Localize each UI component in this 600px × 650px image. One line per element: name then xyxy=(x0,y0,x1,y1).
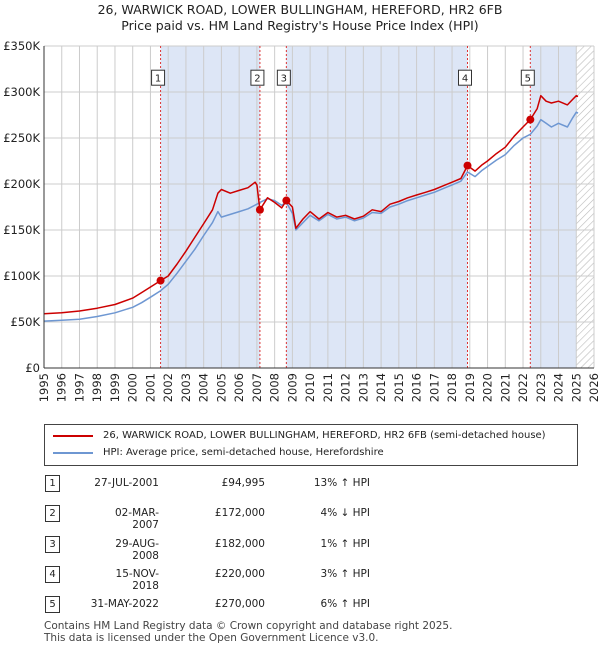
chart-title: 26, WARWICK ROAD, LOWER BULLINGHAM, HERE… xyxy=(97,2,503,17)
transaction-number: 1 xyxy=(45,475,60,492)
legend-swatch-hpi xyxy=(53,452,93,454)
x-tick-label: 2025 xyxy=(569,373,583,402)
transaction-number: 2 xyxy=(45,505,60,522)
sale-label-box xyxy=(250,69,265,86)
x-tick-label: 2013 xyxy=(356,373,370,402)
transaction-row: 3 29-AUG-2008 £182,000 1% ↑ HPI xyxy=(45,536,545,562)
transaction-date: 15-NOV-2018 xyxy=(115,568,159,592)
transaction-row: 5 31-MAY-2022 £270,000 6% ↑ HPI xyxy=(45,596,545,614)
series-line-hpi xyxy=(43,111,579,322)
transaction-number: 3 xyxy=(45,536,60,553)
x-tick-label: 2026 xyxy=(587,373,600,402)
x-tick-label: 2021 xyxy=(498,373,512,402)
y-tick-label: £100K xyxy=(3,269,40,283)
transaction-row: 2 02-MAR-2007 £172,000 4% ↓ HPI xyxy=(45,505,545,531)
x-tick-label: 2006 xyxy=(232,373,246,402)
x-tick-label: 2001 xyxy=(143,373,157,402)
transaction-number: 5 xyxy=(45,596,60,613)
x-tick-label: 2016 xyxy=(410,373,424,402)
sale-period-shade xyxy=(160,46,260,368)
legend-label-hpi: HPI: Average price, semi-detached house,… xyxy=(103,447,384,458)
sale-label-box xyxy=(458,69,472,86)
transaction-hpi-diff: 6% ↑ HPI xyxy=(320,598,370,610)
y-tick-label: £50K xyxy=(11,315,41,329)
sale-label: 3 xyxy=(281,74,287,85)
x-tick-label: 1998 xyxy=(90,373,104,402)
chart-subtitle: Price paid vs. HM Land Registry's House … xyxy=(121,18,479,33)
footer-copyright: Contains HM Land Registry data © Crown c… xyxy=(44,620,453,632)
y-tick-label: £200K xyxy=(3,177,40,191)
x-tick-label: 2002 xyxy=(161,373,175,402)
transaction-hpi-diff: 3% ↑ HPI xyxy=(320,568,370,580)
y-tick-label: £0 xyxy=(25,361,40,375)
x-tick-label: 1995 xyxy=(37,373,51,402)
transaction-price: £94,995 xyxy=(221,477,265,489)
sale-label: 4 xyxy=(462,74,468,85)
transaction-date: 31-MAY-2022 xyxy=(90,598,159,610)
x-tick-label: 2008 xyxy=(268,373,282,402)
transaction-row: 1 27-JUL-2001 £94,995 13% ↑ HPI xyxy=(45,475,545,493)
series-line-property xyxy=(43,94,579,315)
x-tick-label: 2017 xyxy=(427,373,441,402)
x-tick-label: 2018 xyxy=(445,373,459,402)
transaction-price: £270,000 xyxy=(214,598,265,610)
x-tick-label: 2012 xyxy=(339,373,353,402)
price-chart: 1 2 3 4 5 £0 £50K £100K £150K £200K £250K £300K £35… xyxy=(3,39,600,402)
transaction-hpi-diff: 1% ↑ HPI xyxy=(320,538,370,550)
sale-label: 2 xyxy=(254,74,260,85)
x-tick-label: 1997 xyxy=(72,373,86,402)
transaction-date: 27-JUL-2001 xyxy=(94,477,159,489)
transaction-number: 4 xyxy=(45,566,60,583)
transaction-price: £182,000 xyxy=(214,538,265,550)
transaction-price: £172,000 xyxy=(214,507,265,519)
sale-label: 5 xyxy=(525,74,531,85)
x-tick-label: 2014 xyxy=(374,373,388,402)
x-tick-label: 2004 xyxy=(197,373,211,402)
sale-label-box xyxy=(520,69,535,86)
x-tick-label: 2023 xyxy=(534,373,548,402)
y-tick-label: £350K xyxy=(3,39,40,53)
x-tick-label: 2015 xyxy=(392,373,406,402)
sale-point xyxy=(156,276,165,285)
x-tick-label: 2020 xyxy=(481,373,495,402)
sale-label-box xyxy=(276,69,291,86)
legend-swatch-property xyxy=(53,435,93,437)
x-tick-label: 1999 xyxy=(108,373,122,402)
x-tick-label: 2007 xyxy=(250,373,264,402)
transaction-price: £220,000 xyxy=(214,568,265,580)
transaction-date: 29-AUG-2008 xyxy=(115,538,159,562)
forecast-hatch xyxy=(576,46,594,368)
sale-point xyxy=(463,161,472,170)
legend-label-property: 26, WARWICK ROAD, LOWER BULLINGHAM, HERE… xyxy=(103,430,546,441)
transaction-hpi-diff: 4% ↓ HPI xyxy=(320,507,370,519)
x-tick-label: 1996 xyxy=(55,373,69,402)
transaction-date: 02-MAR-2007 xyxy=(114,507,159,531)
x-tick-label: 2010 xyxy=(303,373,317,402)
x-tick-label: 2024 xyxy=(552,373,566,402)
x-tick-label: 2005 xyxy=(214,373,228,402)
sale-point xyxy=(255,205,264,214)
x-tick-label: 2022 xyxy=(516,373,530,402)
sale-label: 1 xyxy=(155,74,161,85)
y-tick-label: £150K xyxy=(3,223,40,237)
transaction-row: 4 15-NOV-2018 £220,000 3% ↑ HPI xyxy=(45,566,545,592)
sale-period-shade xyxy=(530,46,577,368)
footer-licence: This data is licensed under the Open Gov… xyxy=(44,632,379,644)
x-tick-label: 2003 xyxy=(179,373,193,402)
sale-period-shade xyxy=(286,46,468,368)
x-tick-label: 2019 xyxy=(463,373,477,402)
x-tick-label: 2011 xyxy=(321,373,335,402)
y-tick-label: £300K xyxy=(3,85,40,99)
sale-point xyxy=(526,115,535,124)
chart-legend: 26, WARWICK ROAD, LOWER BULLINGHAM, HERE… xyxy=(44,424,578,466)
x-tick-label: 2000 xyxy=(126,373,140,402)
transaction-hpi-diff: 13% ↑ HPI xyxy=(313,477,370,489)
x-tick-label: 2009 xyxy=(285,373,299,402)
sale-point xyxy=(282,196,291,205)
y-tick-label: £250K xyxy=(3,131,40,145)
sale-label-box xyxy=(151,69,166,86)
